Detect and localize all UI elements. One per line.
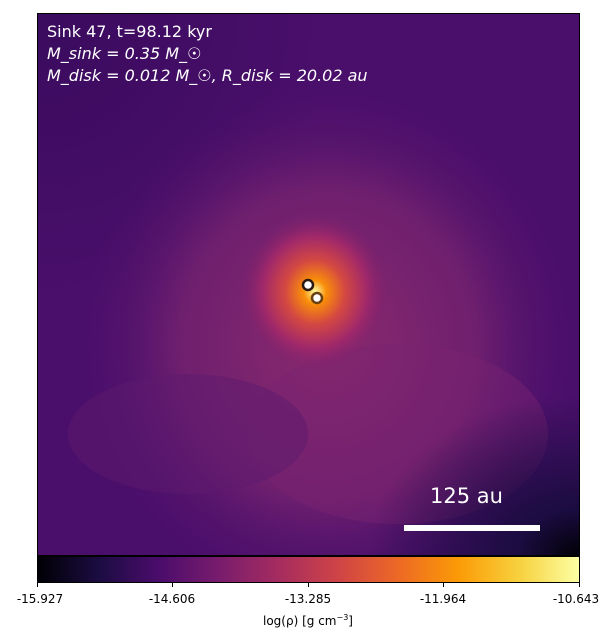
colorbar-tick-label: -15.927 bbox=[16, 592, 64, 606]
sink-particle-2 bbox=[310, 291, 324, 305]
disk-properties-label: M_disk = 0.012 M_☉, R_disk = 20.02 au bbox=[47, 66, 368, 85]
scale-bar-label: 125 au bbox=[430, 484, 503, 508]
sink-mass-label: M_sink = 0.35 M_☉ bbox=[47, 44, 202, 63]
density-map: Sink 47, t=98.12 kyr M_sink = 0.35 M_☉ M… bbox=[37, 13, 580, 556]
colorbar-tick bbox=[579, 583, 580, 587]
colorbar-tick bbox=[37, 583, 38, 587]
disk-core bbox=[240, 212, 390, 372]
colorbar-tick bbox=[172, 583, 173, 587]
density-field bbox=[38, 14, 579, 555]
colorbar-tick-label: -10.643 bbox=[552, 592, 600, 606]
sink-particle-1 bbox=[301, 278, 315, 292]
colorbar-tick-label: -11.964 bbox=[419, 592, 467, 606]
filament-left bbox=[68, 374, 308, 494]
scale-bar bbox=[404, 525, 540, 531]
colorbar-tick-label: -13.285 bbox=[284, 592, 332, 606]
colorbar-tick bbox=[443, 583, 444, 587]
void-region bbox=[368, 394, 579, 555]
colorbar-label: log(ρ) [g cm−3] bbox=[263, 613, 353, 628]
colorbar-tick bbox=[308, 583, 309, 587]
colorbar-tick-label: -14.606 bbox=[148, 592, 196, 606]
colorbar bbox=[37, 556, 580, 583]
panel-title: Sink 47, t=98.12 kyr bbox=[47, 22, 212, 41]
